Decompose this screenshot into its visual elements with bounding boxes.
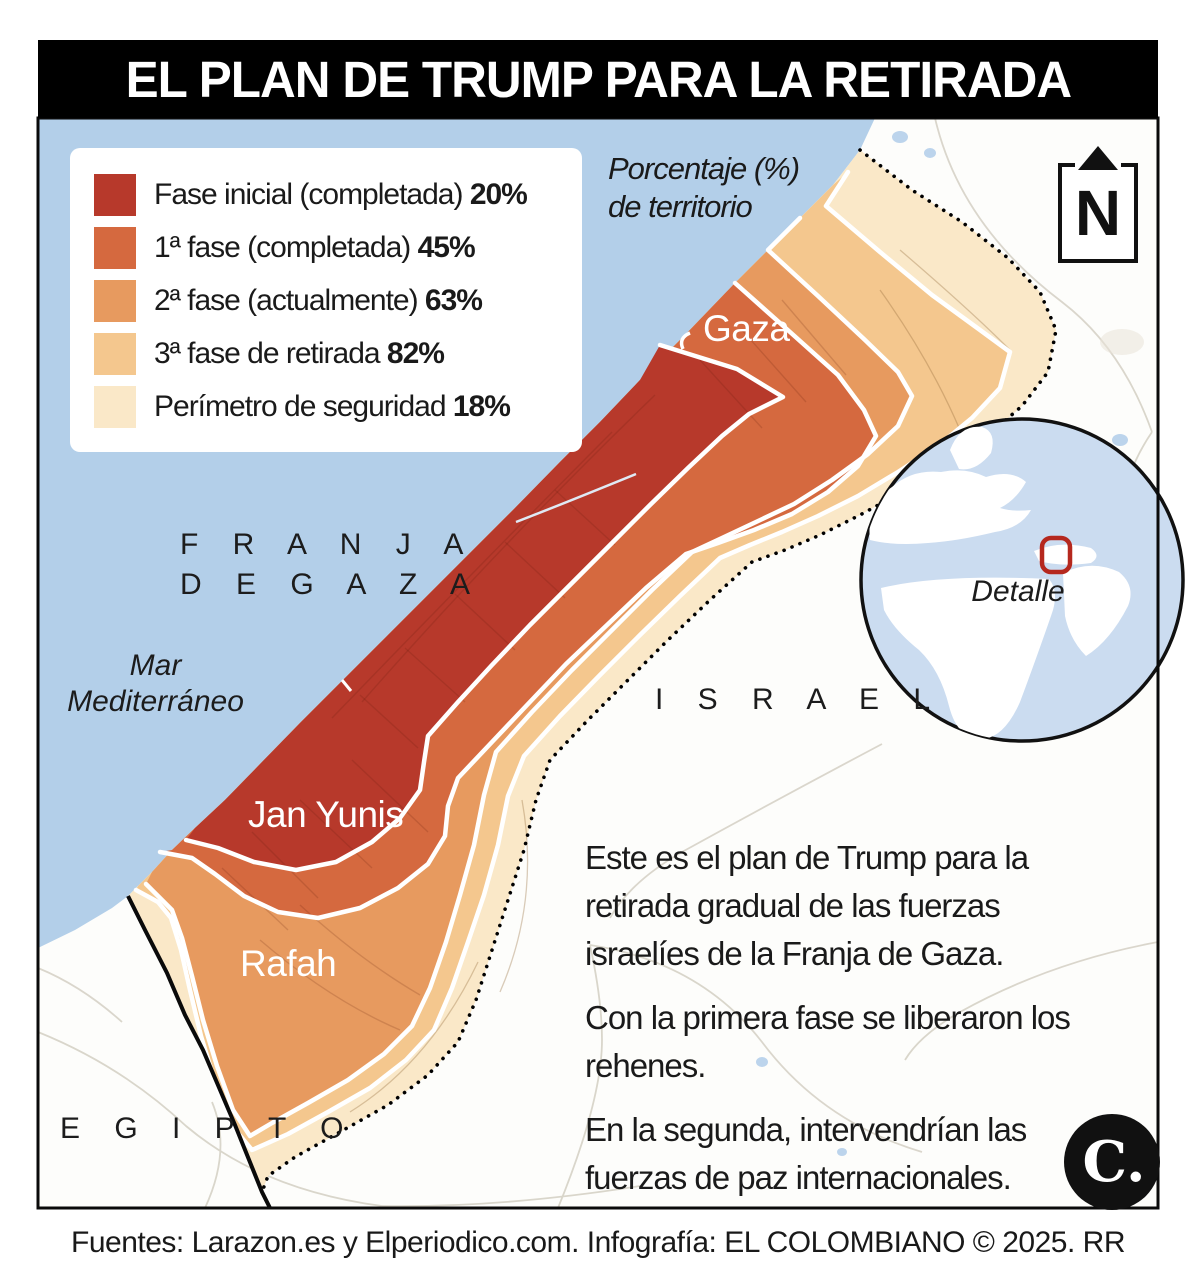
page-title: EL PLAN DE TRUMP PARA LA RETIRADA <box>125 50 1071 108</box>
logo-letter: C. <box>1082 1129 1146 1195</box>
globe-inset <box>859 417 1185 743</box>
globe-arabia <box>1063 565 1131 656</box>
map-frame <box>36 116 1160 1210</box>
stream-mark <box>340 679 353 692</box>
legend-item-initial: Fase inicial (completada) 20% <box>94 174 560 216</box>
legend-value: 18% <box>452 390 511 423</box>
globe-location-marker <box>1039 535 1073 575</box>
label-israel: I S R A E L <box>655 683 944 716</box>
title-bar: EL PLAN DE TRUMP PARA LA RETIRADA <box>38 40 1158 118</box>
globe-europe <box>869 470 1031 544</box>
legend-label: 3ª fase de retirada <box>154 337 387 370</box>
legend-value: 20% <box>469 178 528 211</box>
legend-note: Porcentaje (%) de territorio <box>608 151 800 224</box>
label-rafah: Rafah <box>240 943 337 984</box>
legend: Fase inicial (completada) 20% 1ª fase (c… <box>70 148 582 452</box>
north-arrow-icon: N <box>1056 146 1140 270</box>
harbor-mark <box>679 331 691 350</box>
label-jan-yunis: Jan Yunis <box>248 794 404 835</box>
label-gaza-city: Gaza <box>703 308 790 349</box>
swatch-initial-phase <box>94 174 136 216</box>
perimeter-road-lines <box>349 249 1011 1113</box>
north-letter: N <box>1074 177 1122 249</box>
phase-separator-lines <box>133 169 1013 1153</box>
legend-label: 2ª fase (actualmente) <box>154 284 425 317</box>
legend-item-phase2: 2ª fase (actualmente) 63% <box>94 280 560 322</box>
legend-label: 1ª fase (completada) <box>154 231 418 264</box>
globe-scandinavia <box>950 426 993 470</box>
wadi-line <box>515 472 637 524</box>
legend-item-phase3: 3ª fase de retirada 82% <box>94 333 560 375</box>
label-detalle: Detalle <box>971 575 1065 608</box>
globe-africa <box>881 577 1056 740</box>
globe-anatolia <box>1034 544 1097 565</box>
egypt-border-line <box>126 895 272 1208</box>
israel-border-dotted <box>260 148 1058 1194</box>
el-colombiano-logo: C. <box>1064 1114 1160 1210</box>
label-egipto: E G I P T O <box>60 1112 357 1145</box>
legend-item-perimeter: Perímetro de seguridad 18% <box>94 386 560 428</box>
legend-label: Perímetro de seguridad <box>154 390 453 423</box>
swatch-perimeter <box>94 386 136 428</box>
legend-label: Fase inicial (completada) <box>154 178 470 211</box>
swatch-phase-2 <box>94 280 136 322</box>
legend-item-phase1: 1ª fase (completada) 45% <box>94 227 560 269</box>
paragraph-2: Con la primera fase se liberaron los reh… <box>585 999 1071 1084</box>
paragraph-1: Este es el plan de Trump para la retirad… <box>585 839 1029 972</box>
strip-street-lines <box>221 299 847 1031</box>
label-mar-mediterraneo: Mar Mediterráneo <box>67 649 244 718</box>
description-text: Este es el plan de Trump para la retirad… <box>585 834 1085 1218</box>
swatch-phase-1 <box>94 227 136 269</box>
footer-credits: Fuentes: Larazon.es y Elperiodico.com. I… <box>71 1226 1125 1259</box>
paragraph-3: En la segunda, intervendrían las fuerzas… <box>585 1111 1027 1196</box>
label-franja-de-gaza: F R A N J A D E G A Z A <box>180 528 484 601</box>
legend-value: 63% <box>424 284 483 317</box>
legend-value: 82% <box>386 337 445 370</box>
swatch-phase-3 <box>94 333 136 375</box>
north-arrow-triangle <box>1078 146 1118 170</box>
legend-value: 45% <box>417 231 476 264</box>
